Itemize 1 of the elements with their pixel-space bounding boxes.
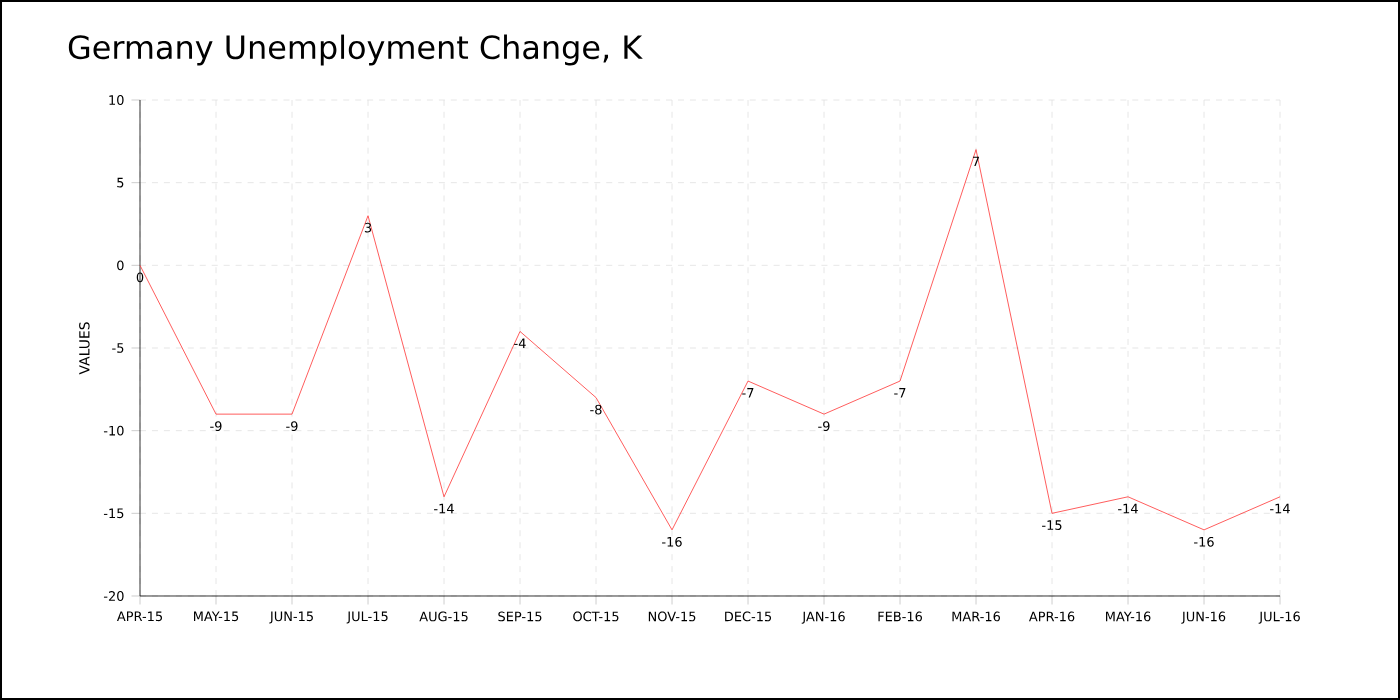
chart-title: Germany Unemployment Change, K (68, 34, 643, 66)
